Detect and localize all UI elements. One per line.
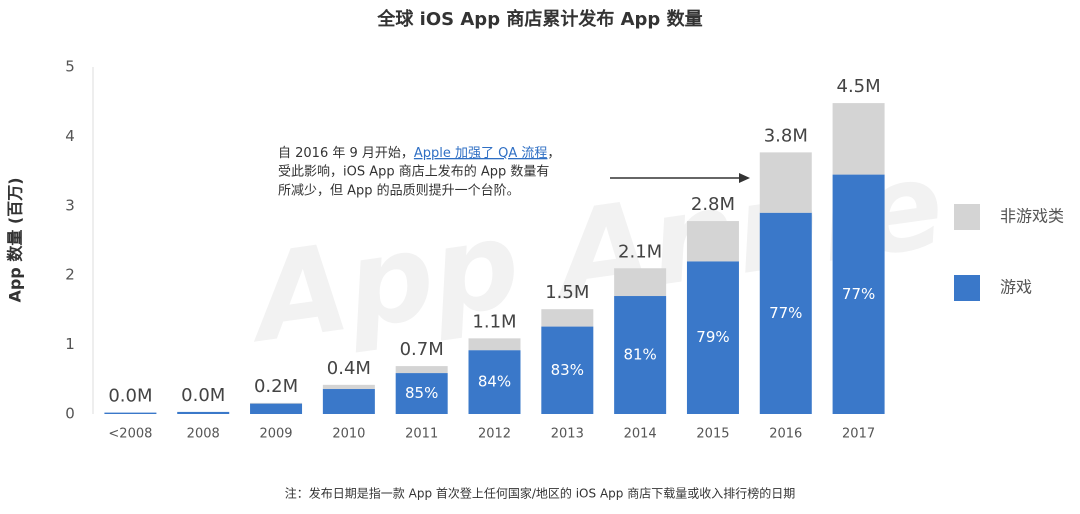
y-tick-label: 5 <box>65 58 75 76</box>
bar-segment <box>759 212 812 414</box>
y-tick-label: 3 <box>65 196 75 214</box>
share-label: 77% <box>769 304 802 322</box>
bar-segment <box>322 384 375 390</box>
total-label: 0.0M <box>181 385 225 406</box>
total-label: 0.4M <box>327 358 371 379</box>
y-tick-label: 0 <box>65 405 75 423</box>
annotation-text: 所减少，但 App 的品质则提升一个台阶。 <box>278 183 520 199</box>
bar-segment <box>686 261 739 414</box>
chart-title: 全球 iOS App 商店累计发布 App 数量 <box>376 8 702 30</box>
share-label: 85% <box>405 384 438 402</box>
bar-segment <box>395 366 448 374</box>
x-tick-label: 2013 <box>551 427 584 442</box>
footnote: 注：发布日期是指一款 App 首次登上任何国家/地区的 iOS App 商店下载… <box>285 486 795 501</box>
annotation-text: 受此影响，iOS App 商店上发布的 App 数量有 <box>278 164 549 180</box>
bar-segment <box>250 402 303 404</box>
x-tick-label: <2008 <box>108 427 152 442</box>
x-tick-label: 2015 <box>696 427 729 442</box>
total-label: 1.5M <box>545 282 589 303</box>
total-label: 4.5M <box>837 76 881 97</box>
annotation-link: Apple 加强了 QA 流程 <box>414 146 548 161</box>
total-label: 1.1M <box>472 311 516 332</box>
bar-segment <box>686 221 739 262</box>
total-label: 2.1M <box>618 241 662 262</box>
bar-segment <box>759 152 812 213</box>
bar-segment <box>322 389 375 414</box>
annotation: 自 2016 年 9 月开始，Apple 加强了 QA 流程， <box>278 146 560 161</box>
x-tick-label: 2012 <box>478 427 511 442</box>
share-label: 79% <box>696 328 729 346</box>
bar-segment <box>832 103 885 175</box>
bar-segment <box>104 412 157 414</box>
legend-label: 非游戏类 <box>1000 207 1064 226</box>
x-tick-label: 2009 <box>259 427 292 442</box>
annotation-text: 自 2016 年 9 月开始， <box>278 146 414 161</box>
legend-label: 游戏 <box>1000 278 1032 297</box>
y-tick-label: 1 <box>65 335 75 353</box>
legend-swatch <box>954 275 980 301</box>
total-label: 0.0M <box>108 386 152 407</box>
share-label: 81% <box>623 346 656 364</box>
bar-segment <box>614 268 667 297</box>
x-tick-label: 2010 <box>332 427 365 442</box>
x-tick-label: 2014 <box>624 427 657 442</box>
bar-segment <box>468 338 521 351</box>
bar-segment <box>541 326 594 414</box>
y-axis-label: App 数量 (百万) <box>6 177 25 302</box>
x-tick-label: 2008 <box>187 427 220 442</box>
bar-segment <box>832 174 885 414</box>
x-tick-label: 2011 <box>405 427 438 442</box>
x-tick-label: 2017 <box>842 427 875 442</box>
total-label: 3.8M <box>764 125 808 146</box>
bar-segment <box>468 350 521 414</box>
legend-swatch <box>954 204 980 230</box>
annotation-arrowhead <box>739 173 750 183</box>
share-label: 84% <box>478 373 511 391</box>
share-label: 77% <box>842 285 875 303</box>
y-tick-label: 2 <box>65 266 75 284</box>
bar-segment <box>250 403 303 414</box>
bar-segment <box>395 373 448 414</box>
total-label: 2.8M <box>691 194 735 215</box>
total-label: 0.7M <box>400 339 444 360</box>
share-label: 83% <box>551 361 584 379</box>
bar-segment <box>541 309 594 327</box>
annotation-text: ， <box>547 146 560 161</box>
bar-segment <box>614 296 667 414</box>
x-tick-label: 2016 <box>769 427 802 442</box>
total-label: 0.2M <box>254 376 298 397</box>
y-tick-label: 4 <box>65 127 75 145</box>
bar-segment <box>177 411 230 414</box>
